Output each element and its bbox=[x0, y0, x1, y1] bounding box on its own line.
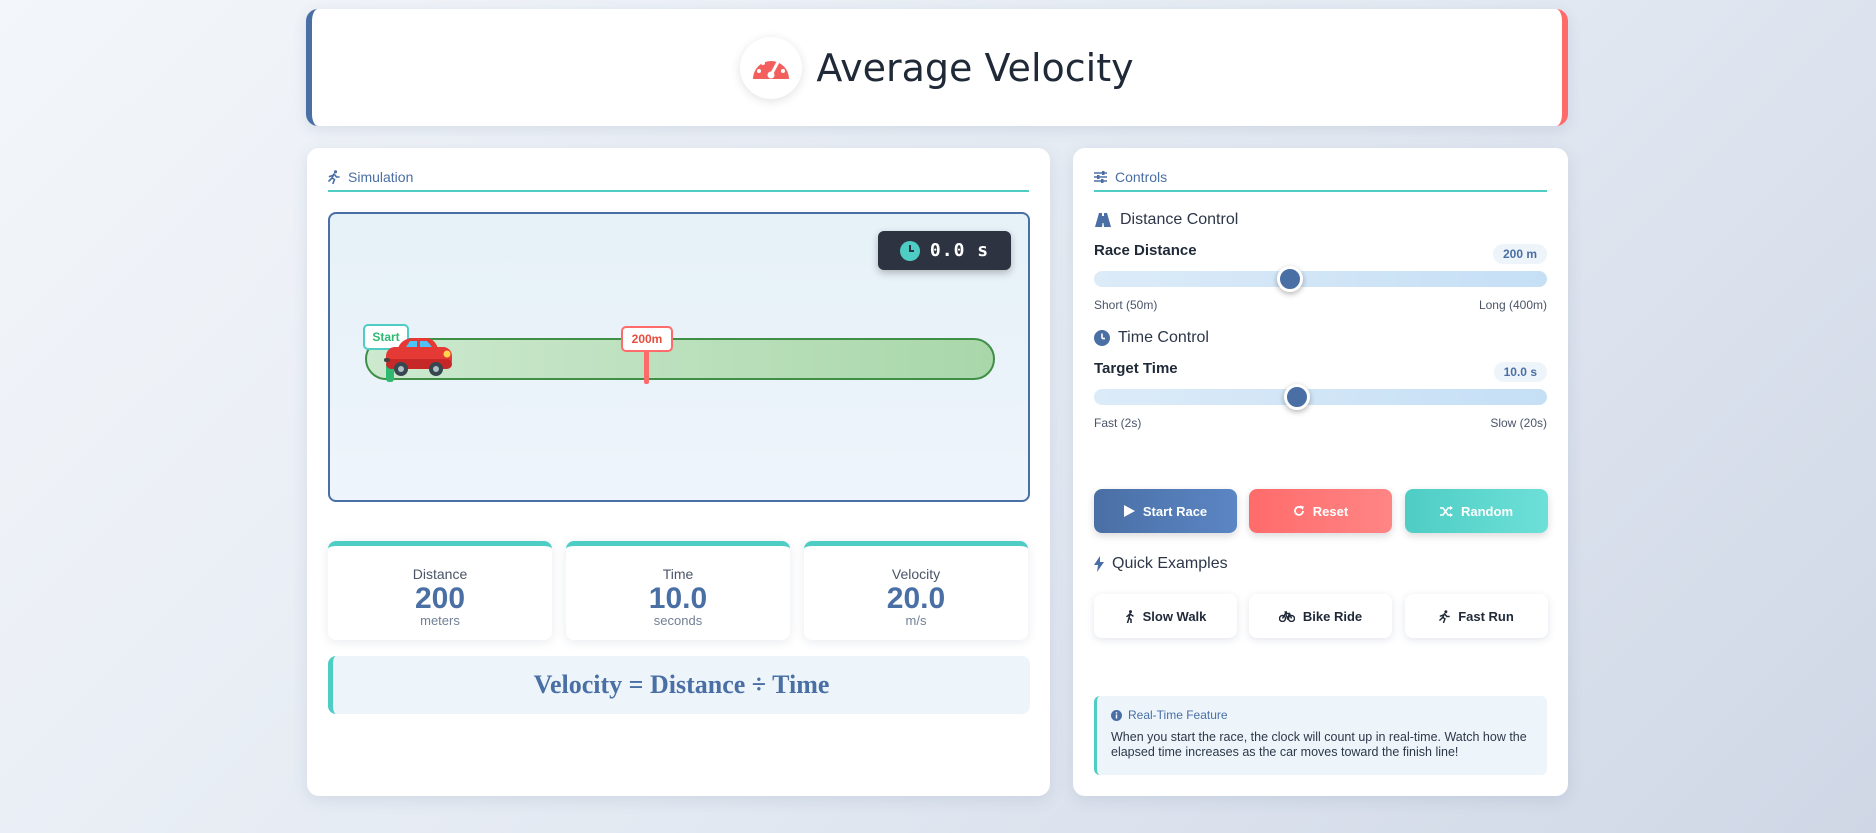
controls-panel-header: Controls bbox=[1094, 168, 1547, 192]
bolt-icon bbox=[1094, 556, 1104, 572]
target-time-label: Target Time bbox=[1094, 360, 1178, 377]
time-hint-max: Slow (20s) bbox=[1490, 416, 1547, 430]
reset-label: Reset bbox=[1312, 503, 1349, 519]
start-label: Start bbox=[363, 324, 409, 350]
distance-hint-max: Long (400m) bbox=[1478, 298, 1547, 312]
running-icon bbox=[1439, 609, 1451, 623]
start-line bbox=[386, 362, 394, 382]
bicycle-icon bbox=[1278, 610, 1295, 622]
stat-label: Time bbox=[662, 566, 694, 582]
simulation-panel-header: Simulation bbox=[328, 168, 1029, 192]
distance-control-heading: Distance Control bbox=[1094, 211, 1238, 229]
controls-panel: Controls Distance Control Race Distance … bbox=[1073, 148, 1568, 796]
running-icon bbox=[328, 170, 340, 184]
shuffle-icon bbox=[1440, 505, 1453, 517]
stat-label: Velocity bbox=[891, 566, 941, 582]
bike-ride-button[interactable]: Bike Ride bbox=[1249, 594, 1392, 638]
target-time-value: 10.0 s bbox=[1493, 362, 1547, 382]
stat-value: 10.0 bbox=[648, 582, 708, 615]
quick-examples-heading: Quick Examples bbox=[1094, 555, 1228, 573]
car-icon bbox=[384, 338, 452, 376]
distance-control-title: Distance Control bbox=[1120, 211, 1239, 228]
fast-run-label: Fast Run bbox=[1458, 608, 1514, 624]
time-stat-card: Time 10.0 seconds bbox=[566, 541, 790, 640]
velocity-formula: Velocity = Distance ÷ Time bbox=[328, 656, 1030, 714]
reset-button[interactable]: Reset bbox=[1249, 489, 1392, 533]
target-time-slider[interactable] bbox=[1094, 384, 1547, 410]
controls-title: Controls bbox=[1115, 169, 1168, 185]
timer-value: 0.0 s bbox=[929, 240, 990, 261]
time-hint-min: Fast (2s) bbox=[1094, 416, 1142, 430]
race-distance-value: 200 m bbox=[1492, 244, 1547, 264]
road-icon bbox=[1095, 213, 1111, 227]
race-distance-label: Race Distance bbox=[1094, 242, 1197, 259]
stat-unit: meters bbox=[420, 613, 460, 628]
distance-marker-label: 200m bbox=[621, 326, 673, 352]
race-track-area: 0.0 s 200m Start bbox=[328, 212, 1030, 502]
info-title: Real-Time Feature bbox=[1128, 708, 1228, 722]
bike-ride-label: Bike Ride bbox=[1302, 608, 1363, 624]
random-label: Random bbox=[1461, 503, 1513, 519]
velocity-stat-card: Velocity 20.0 m/s bbox=[804, 541, 1028, 640]
stat-value: 20.0 bbox=[886, 582, 946, 615]
distance-stat-card: Distance 200 meters bbox=[328, 541, 552, 640]
speedometer-icon bbox=[740, 36, 803, 99]
stat-unit: m/s bbox=[905, 613, 927, 628]
race-timer: 0.0 s bbox=[878, 231, 1011, 270]
play-icon bbox=[1123, 505, 1135, 517]
info-icon bbox=[1111, 709, 1122, 721]
race-distance-slider[interactable] bbox=[1094, 266, 1547, 292]
app-header: Average Velocity bbox=[306, 9, 1568, 126]
sliders-icon bbox=[1094, 171, 1107, 183]
clock-icon bbox=[1094, 330, 1110, 346]
clock-icon bbox=[899, 240, 920, 261]
redo-icon bbox=[1293, 505, 1304, 516]
stat-unit: seconds bbox=[653, 613, 703, 628]
stat-label: Distance bbox=[412, 566, 468, 582]
start-race-label: Start Race bbox=[1142, 503, 1208, 519]
stat-value: 200 bbox=[414, 582, 466, 615]
target-time-slider-thumb[interactable] bbox=[1283, 384, 1310, 410]
slow-walk-button[interactable]: Slow Walk bbox=[1094, 594, 1237, 638]
info-title-row: Real-Time Feature bbox=[1111, 708, 1533, 722]
race-distance-slider-thumb[interactable] bbox=[1277, 266, 1303, 292]
time-control-title: Time Control bbox=[1118, 329, 1209, 346]
info-text: When you start the race, the clock will … bbox=[1111, 730, 1527, 759]
quick-examples-title: Quick Examples bbox=[1112, 555, 1228, 572]
simulation-title: Simulation bbox=[348, 169, 414, 185]
fast-run-button[interactable]: Fast Run bbox=[1405, 594, 1548, 638]
random-button[interactable]: Random bbox=[1405, 489, 1548, 533]
time-control-heading: Time Control bbox=[1094, 329, 1209, 347]
walking-icon bbox=[1125, 609, 1134, 623]
distance-marker-pole bbox=[644, 348, 649, 384]
start-race-button[interactable]: Start Race bbox=[1094, 489, 1237, 533]
slow-walk-label: Slow Walk bbox=[1142, 608, 1207, 624]
simulation-panel: Simulation 0.0 s 200m Start Distance 200 bbox=[307, 148, 1050, 796]
page-title: Average Velocity bbox=[816, 45, 1134, 90]
distance-hint-min: Short (50m) bbox=[1094, 298, 1158, 312]
race-track bbox=[365, 338, 995, 380]
real-time-info-box: Real-Time Feature When you start the rac… bbox=[1094, 696, 1547, 775]
